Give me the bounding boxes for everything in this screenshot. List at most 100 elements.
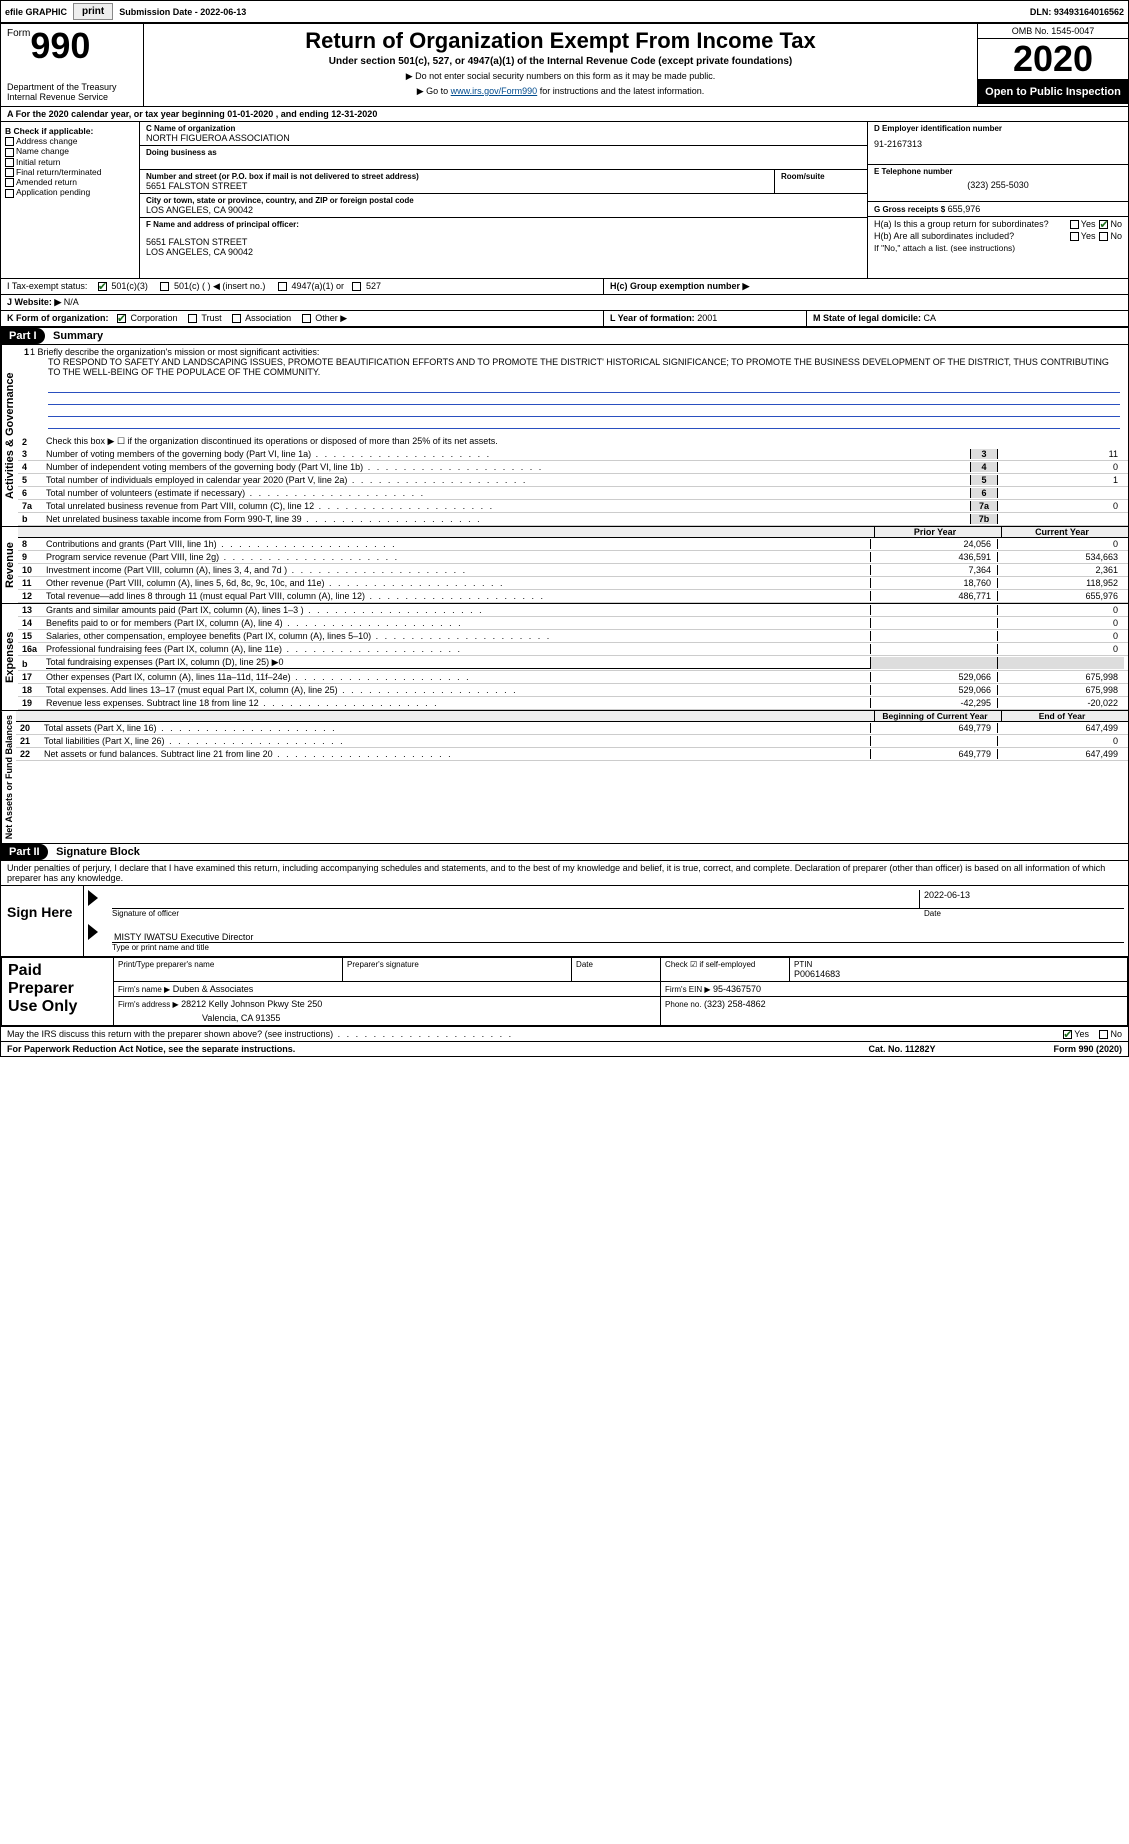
paid-preparer-label: Paid Preparer Use Only	[1, 957, 113, 1026]
chk-name-change[interactable]	[5, 148, 14, 157]
revenue-section: Revenue Prior Year Current Year 8Contrib…	[1, 526, 1128, 603]
line2: Check this box ▶ ☐ if the organization d…	[46, 436, 1124, 447]
telephone: (323) 255-5030	[874, 180, 1122, 190]
row-a-period: A For the 2020 calendar year, or tax yea…	[1, 107, 1128, 122]
chk-501c[interactable]	[160, 282, 169, 291]
arrow-icon	[88, 890, 98, 906]
chk-hb-yes[interactable]	[1070, 232, 1079, 241]
form-year-block: OMB No. 1545-0047 2020 Open to Public In…	[977, 24, 1128, 106]
chk-ha-no[interactable]	[1099, 220, 1108, 229]
table-row: 18Total expenses. Add lines 13–17 (must …	[18, 684, 1128, 697]
dept-label: Department of the Treasury Internal Reve…	[7, 82, 137, 102]
table-row: 17Other expenses (Part IX, column (A), l…	[18, 671, 1128, 684]
col-boy: Beginning of Current Year	[874, 711, 1001, 721]
org-name: NORTH FIGUEROA ASSOCIATION	[146, 133, 861, 143]
line1-label: 1 1 Briefly describe the organization's …	[18, 345, 1128, 379]
perjury-text: Under penalties of perjury, I declare th…	[1, 861, 1128, 885]
table-row: 16aProfessional fundraising fees (Part I…	[18, 643, 1128, 656]
expenses-section: Expenses 13Grants and similar amounts pa…	[1, 603, 1128, 710]
form-title: Return of Organization Exempt From Incom…	[152, 28, 969, 54]
city-state-zip: LOS ANGELES, CA 90042	[146, 205, 861, 215]
chk-address-change[interactable]	[5, 137, 14, 146]
chk-corporation[interactable]	[117, 314, 126, 323]
box-hc: H(c) Group exemption number ▶	[604, 279, 1128, 294]
firm-phone: (323) 258-4862	[704, 999, 766, 1009]
addr-row: Number and street (or P.O. box if mail i…	[140, 170, 867, 194]
table-row: 6Total number of volunteers (estimate if…	[18, 487, 1128, 500]
form-ref: Form 990 (2020)	[982, 1044, 1122, 1054]
table-row: 8Contributions and grants (Part VIII, li…	[18, 538, 1128, 551]
table-row: 5Total number of individuals employed in…	[18, 474, 1128, 487]
form-title-block: Return of Organization Exempt From Incom…	[144, 24, 977, 106]
chk-501c3[interactable]	[98, 282, 107, 291]
chk-amended-return[interactable]	[5, 178, 14, 187]
officer-addr1: 5651 FALSTON STREET	[146, 237, 861, 247]
street-address: 5651 FALSTON STREET	[146, 181, 768, 191]
table-row: 20Total assets (Part X, line 16)649,7796…	[16, 722, 1128, 735]
table-row: 12Total revenue—add lines 8 through 11 (…	[18, 590, 1128, 603]
box-f: F Name and address of principal officer:…	[140, 218, 867, 278]
chk-initial-return[interactable]	[5, 158, 14, 167]
city-cell: City or town, state or province, country…	[140, 194, 867, 218]
right-boxes: D Employer identification number 91-2167…	[867, 122, 1128, 278]
print-button[interactable]: print	[73, 3, 113, 20]
firm-name: Duben & Associates	[173, 984, 254, 994]
table-row: 10Investment income (Part VIII, column (…	[18, 564, 1128, 577]
row-i: I Tax-exempt status: 501(c)(3) 501(c) ( …	[1, 278, 1128, 295]
chk-association[interactable]	[232, 314, 241, 323]
submission-label: Submission Date - 2022-06-13	[119, 7, 246, 17]
arrow-icon	[88, 924, 98, 940]
table-row: 13Grants and similar amounts paid (Part …	[18, 604, 1128, 617]
table-row: 11Other revenue (Part VIII, column (A), …	[18, 577, 1128, 590]
form-subtitle: Under section 501(c), 527, or 4947(a)(1)…	[152, 56, 969, 67]
tax-year: 2020	[978, 39, 1128, 80]
irs-discuss-row: May the IRS discuss this return with the…	[1, 1026, 1128, 1041]
chk-discuss-yes[interactable]	[1063, 1030, 1072, 1039]
table-row: 19Revenue less expenses. Subtract line 1…	[18, 697, 1128, 710]
form-header: Form990 Department of the Treasury Inter…	[1, 24, 1128, 107]
activities-governance: Activities & Governance 1 1 Briefly desc…	[1, 345, 1128, 526]
part2-header: Part II Signature Block	[1, 843, 1128, 861]
org-name-cell: C Name of organization NORTH FIGUEROA AS…	[140, 122, 867, 146]
top-toolbar: efile GRAPHIC print Submission Date - 20…	[0, 0, 1129, 23]
table-row: 15Salaries, other compensation, employee…	[18, 630, 1128, 643]
chk-hb-no[interactable]	[1099, 232, 1108, 241]
box-l: L Year of formation: 2001	[604, 311, 807, 326]
officer-name: MISTY IWATSU Executive Director	[112, 932, 253, 942]
sign-here-label: Sign Here	[1, 886, 84, 956]
instructions-link[interactable]: www.irs.gov/Form990	[451, 86, 538, 96]
gross-receipts: 655,976	[948, 204, 981, 214]
header-boxes: B Check if applicable: Address change Na…	[1, 122, 1128, 278]
omb-number: OMB No. 1545-0047	[978, 24, 1128, 39]
preparer-table: Print/Type preparer's name Preparer's si…	[113, 957, 1128, 1026]
efile-label: efile GRAPHIC	[5, 7, 67, 17]
website: N/A	[64, 297, 79, 307]
row-j: J Website: ▶ N/A	[1, 295, 1128, 311]
form-990: Form990 Department of the Treasury Inter…	[0, 23, 1129, 1057]
dba-cell: Doing business as	[140, 146, 867, 170]
table-row: 14Benefits paid to or for members (Part …	[18, 617, 1128, 630]
table-row: 9Program service revenue (Part VIII, lin…	[18, 551, 1128, 564]
chk-4947[interactable]	[278, 282, 287, 291]
box-c-main: C Name of organization NORTH FIGUEROA AS…	[140, 122, 867, 278]
chk-application-pending[interactable]	[5, 189, 14, 198]
form-note1: ▶ Do not enter social security numbers o…	[152, 71, 969, 82]
form-number: 990	[30, 25, 90, 66]
col-prior-year: Prior Year	[874, 527, 1001, 537]
form-note2: ▶ Go to www.irs.gov/Form990 for instruct…	[152, 86, 969, 97]
chk-other[interactable]	[302, 314, 311, 323]
mission-text: TO RESPOND TO SAFETY AND LANDSCAPING ISS…	[48, 357, 1122, 377]
table-row: bNet unrelated business taxable income f…	[18, 513, 1128, 526]
box-g: G Gross receipts $ 655,976	[868, 202, 1128, 217]
chk-trust[interactable]	[188, 314, 197, 323]
officer-addr2: LOS ANGELES, CA 90042	[146, 247, 861, 257]
chk-ha-yes[interactable]	[1070, 220, 1079, 229]
row-k: K Form of organization: Corporation Trus…	[1, 311, 1128, 327]
paid-preparer-block: Paid Preparer Use Only Print/Type prepar…	[1, 956, 1128, 1026]
ein: 91-2167313	[874, 139, 1122, 149]
chk-discuss-no[interactable]	[1099, 1030, 1108, 1039]
page-footer: For Paperwork Reduction Act Notice, see …	[1, 1041, 1128, 1056]
ptin: P00614683	[794, 969, 1123, 979]
chk-527[interactable]	[352, 282, 361, 291]
chk-final-return[interactable]	[5, 168, 14, 177]
